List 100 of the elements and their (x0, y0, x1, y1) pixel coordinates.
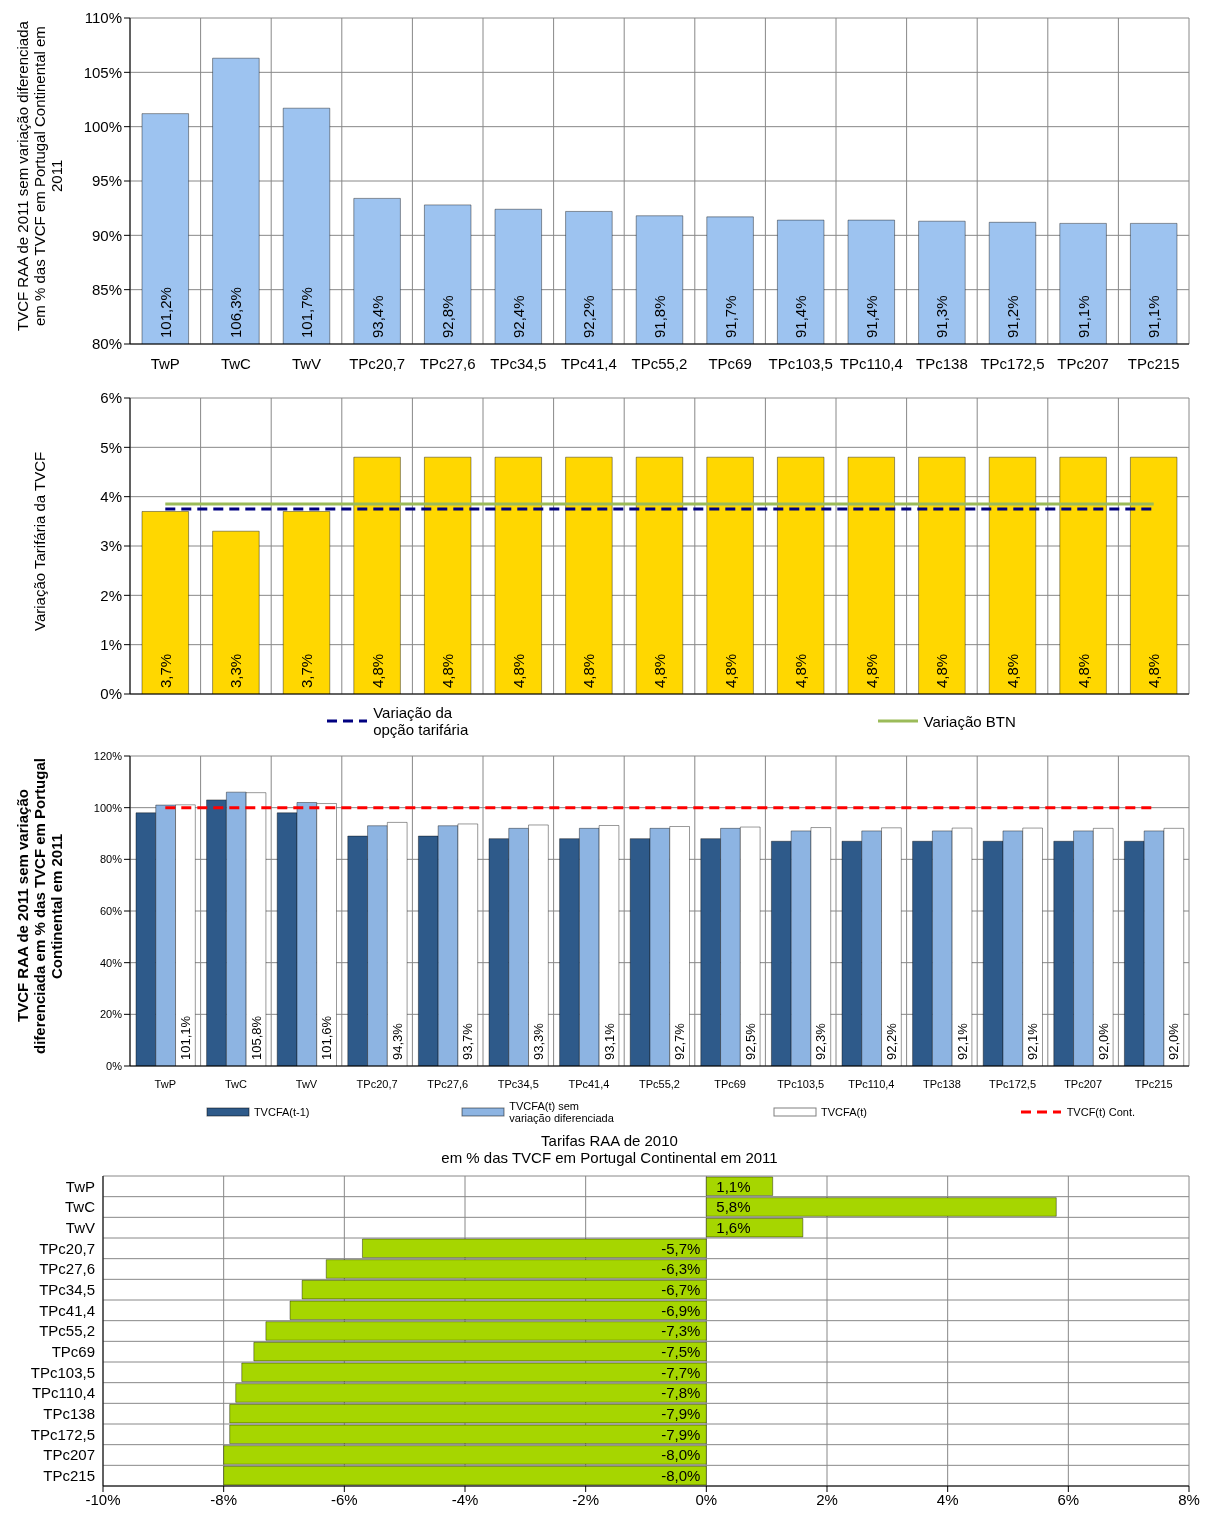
legend-label: TVCFA(t) sem variação diferenciada (509, 1100, 615, 1124)
data-label: 92,1% (954, 1022, 970, 1060)
data-label: 93,3% (530, 1022, 546, 1060)
x-tick-label: TPc55,2 (639, 1077, 680, 1090)
data-label: 91,8% (651, 295, 668, 338)
data-label: 101,7% (298, 287, 315, 338)
x-tick-label: TPc207 (1057, 354, 1109, 372)
data-label: 101,1% (177, 1015, 193, 1060)
data-label: -6,7% (661, 1281, 701, 1299)
data-label: 93,1% (601, 1022, 617, 1060)
data-label: 93,7% (460, 1022, 476, 1060)
y-tick-label: 5% (100, 438, 122, 456)
data-label: 92,5% (742, 1022, 758, 1060)
x-tick-label: -6% (330, 1490, 358, 1508)
x-tick-label: 6% (1057, 1490, 1080, 1508)
y-tick-label: 40% (99, 956, 123, 969)
y-axis-title: Variação Tarifária da TVCF (30, 450, 48, 633)
x-tick-label: 0% (695, 1490, 718, 1508)
y-tick-label: 80% (99, 853, 123, 866)
y-tick-label: 110% (84, 9, 122, 27)
y-axis-title: TVCF RAA de 2011 sem variação diferenciada em % das TVCF em Portugal Continental em 2011 (13, 20, 65, 333)
data-label: -7,5% (661, 1343, 701, 1361)
data-label: 4,8% (721, 653, 739, 688)
data-label: 3,7% (156, 653, 174, 688)
data-label: -7,9% (661, 1425, 701, 1443)
y-tick-label: TwV (65, 1218, 95, 1236)
data-label: 4,8% (1004, 653, 1021, 688)
y-tick-label: TPc103,5 (30, 1363, 95, 1381)
y-tick-label: 2% (100, 586, 122, 604)
x-tick-label: TwV (295, 1077, 318, 1090)
data-label: 92,8% (439, 295, 457, 338)
legend-label: Variação BTN (923, 712, 1016, 730)
y-tick-label: TPc69 (51, 1342, 95, 1360)
y-tick-label: 80% (91, 335, 122, 353)
data-label: 91,4% (792, 295, 810, 338)
data-label: 4,8% (509, 653, 527, 688)
y-tick-label: 20% (99, 1008, 123, 1021)
data-label: 91,7% (721, 295, 739, 338)
chart-subtitle: em % das TVCF em Portugal Continental em 2011 (440, 1149, 779, 1166)
y-tick-label: TwC (65, 1198, 96, 1216)
data-label: 101,6% (319, 1015, 335, 1060)
y-tick-label: TPc55,2 (39, 1322, 95, 1340)
y-tick-label: 0% (106, 1059, 123, 1072)
y-axis-title: TVCF RAA de 2011 sem variação diferenciada em % das TVCF em Portugal Continental em 2011 (13, 757, 65, 1056)
data-label: 4,8% (1074, 653, 1092, 688)
x-tick-label: TPc27,6 (427, 1077, 469, 1090)
y-tick-label: 120% (93, 749, 123, 762)
x-tick-label: TwC (224, 1077, 247, 1090)
legend-label: TVCFA(t) (821, 1106, 867, 1118)
x-tick-label: TPc103,5 (768, 354, 833, 372)
data-label: 3,7% (298, 653, 315, 688)
data-label: -8,0% (661, 1446, 701, 1464)
data-label: -7,8% (661, 1384, 701, 1402)
y-tick-label: TPc172,5 (30, 1425, 95, 1443)
y-tick-label: TPc41,4 (39, 1301, 95, 1319)
x-tick-label: TPc138 (922, 1077, 961, 1090)
data-label: -6,3% (661, 1260, 701, 1278)
x-tick-label: TPc41,4 (560, 354, 617, 372)
y-tick-label: TPc215 (43, 1466, 95, 1484)
x-tick-label: TPc69 (714, 1077, 746, 1090)
y-tick-label: TwP (65, 1177, 95, 1195)
x-tick-label: TPc27,6 (419, 354, 476, 372)
x-tick-label: 2% (816, 1490, 838, 1508)
x-tick-label: TPc207 (1064, 1077, 1103, 1090)
y-tick-label: 100% (93, 801, 123, 814)
x-tick-label: 8% (1178, 1490, 1200, 1508)
y-tick-label: TPc207 (43, 1446, 95, 1464)
x-tick-label: TPc55,2 (631, 354, 688, 372)
x-tick-label: -2% (572, 1490, 600, 1508)
x-tick-label: -8% (210, 1490, 238, 1508)
x-tick-label: -4% (451, 1490, 479, 1508)
data-label: -6,9% (661, 1301, 701, 1319)
x-tick-label: TPc34,5 (490, 354, 547, 372)
y-tick-label: 6% (100, 389, 122, 407)
x-tick-label: TPc20,7 (356, 1077, 398, 1090)
x-tick-label: TPc172,5 (988, 1077, 1037, 1090)
x-tick-label: TPc215 (1134, 1077, 1173, 1090)
data-label: 92,0% (1095, 1022, 1111, 1060)
legend-label: TVCF(t) Cont. (1066, 1106, 1136, 1118)
data-label: 92,4% (509, 295, 527, 338)
data-label: 4,8% (792, 653, 810, 688)
data-label: 1,6% (716, 1219, 751, 1237)
y-tick-label: TPc20,7 (39, 1239, 95, 1257)
data-label: 4,8% (368, 653, 386, 688)
data-label: 101,2% (156, 287, 174, 338)
x-tick-label: TwC (220, 354, 252, 372)
x-tick-label: TwP (154, 1077, 176, 1090)
data-label: 93,4% (368, 295, 386, 338)
x-tick-label: -10% (85, 1490, 121, 1508)
x-tick-label: TPc110,4 (848, 1077, 895, 1090)
y-tick-label: 95% (91, 172, 122, 190)
data-label: -7,9% (661, 1405, 701, 1423)
data-label: 4,8% (580, 653, 598, 688)
data-label: 4,8% (933, 653, 951, 688)
legend-label: TVCFA(t-1) (253, 1106, 310, 1118)
y-tick-label: 4% (100, 487, 122, 505)
y-tick-label: TPc110,4 (31, 1384, 95, 1402)
x-tick-label: TPc138 (916, 354, 968, 372)
y-tick-label: TPc27,6 (39, 1260, 95, 1278)
data-label: 91,1% (1074, 295, 1092, 338)
